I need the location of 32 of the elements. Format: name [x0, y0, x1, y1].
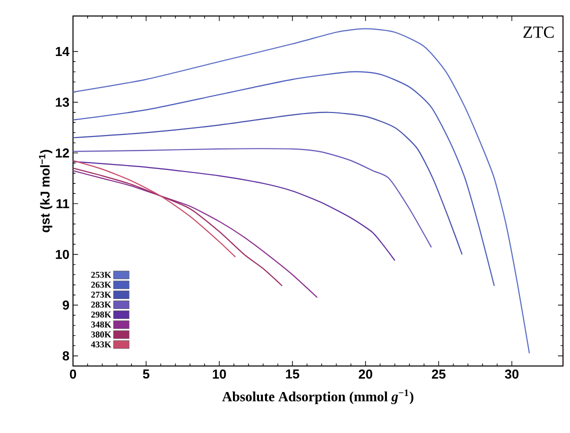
y-tick-label: 8	[62, 351, 70, 360]
x-tick-label: 10	[212, 370, 226, 379]
y-tick-label: 12	[56, 148, 69, 158]
y-tick-label: 9	[62, 300, 69, 310]
x-tick-label: 15	[286, 370, 300, 379]
x-tick-label: 25	[432, 370, 446, 379]
legend-label: 283K	[91, 302, 112, 308]
legend-label: 263K	[91, 282, 112, 288]
line-series	[73, 71, 495, 286]
y-axis-title: qst (kJ mol$^{−1}$)	[38, 150, 52, 232]
line-series	[73, 168, 283, 286]
line-series	[73, 112, 463, 255]
legend-label: 348K	[91, 321, 112, 328]
legend-label: 433K	[91, 341, 112, 348]
line-series	[73, 161, 396, 262]
x-tick-label: 0	[70, 370, 76, 379]
line-series	[73, 170, 318, 298]
y-tick-label: 13	[56, 98, 70, 107]
y-tick-label: 11	[56, 199, 70, 208]
y-tick-label: 14	[56, 47, 70, 56]
legend-label: 273K	[91, 292, 112, 298]
line-series	[73, 148, 432, 248]
legend-label: 298K	[91, 312, 112, 318]
annotation: ZTC	[523, 26, 554, 38]
legend-label: 253K	[91, 272, 112, 278]
x-tick-label: 20	[358, 370, 372, 379]
x-tick-label: 5	[142, 370, 150, 379]
y-tick-label: 10	[56, 250, 69, 259]
legend-label: 380K	[91, 331, 112, 338]
line-series	[73, 160, 236, 258]
x-axis-title: Absolute Adsorption (mmol g$^{−1}$)	[222, 390, 414, 404]
x-tick-label: 30	[504, 370, 518, 379]
